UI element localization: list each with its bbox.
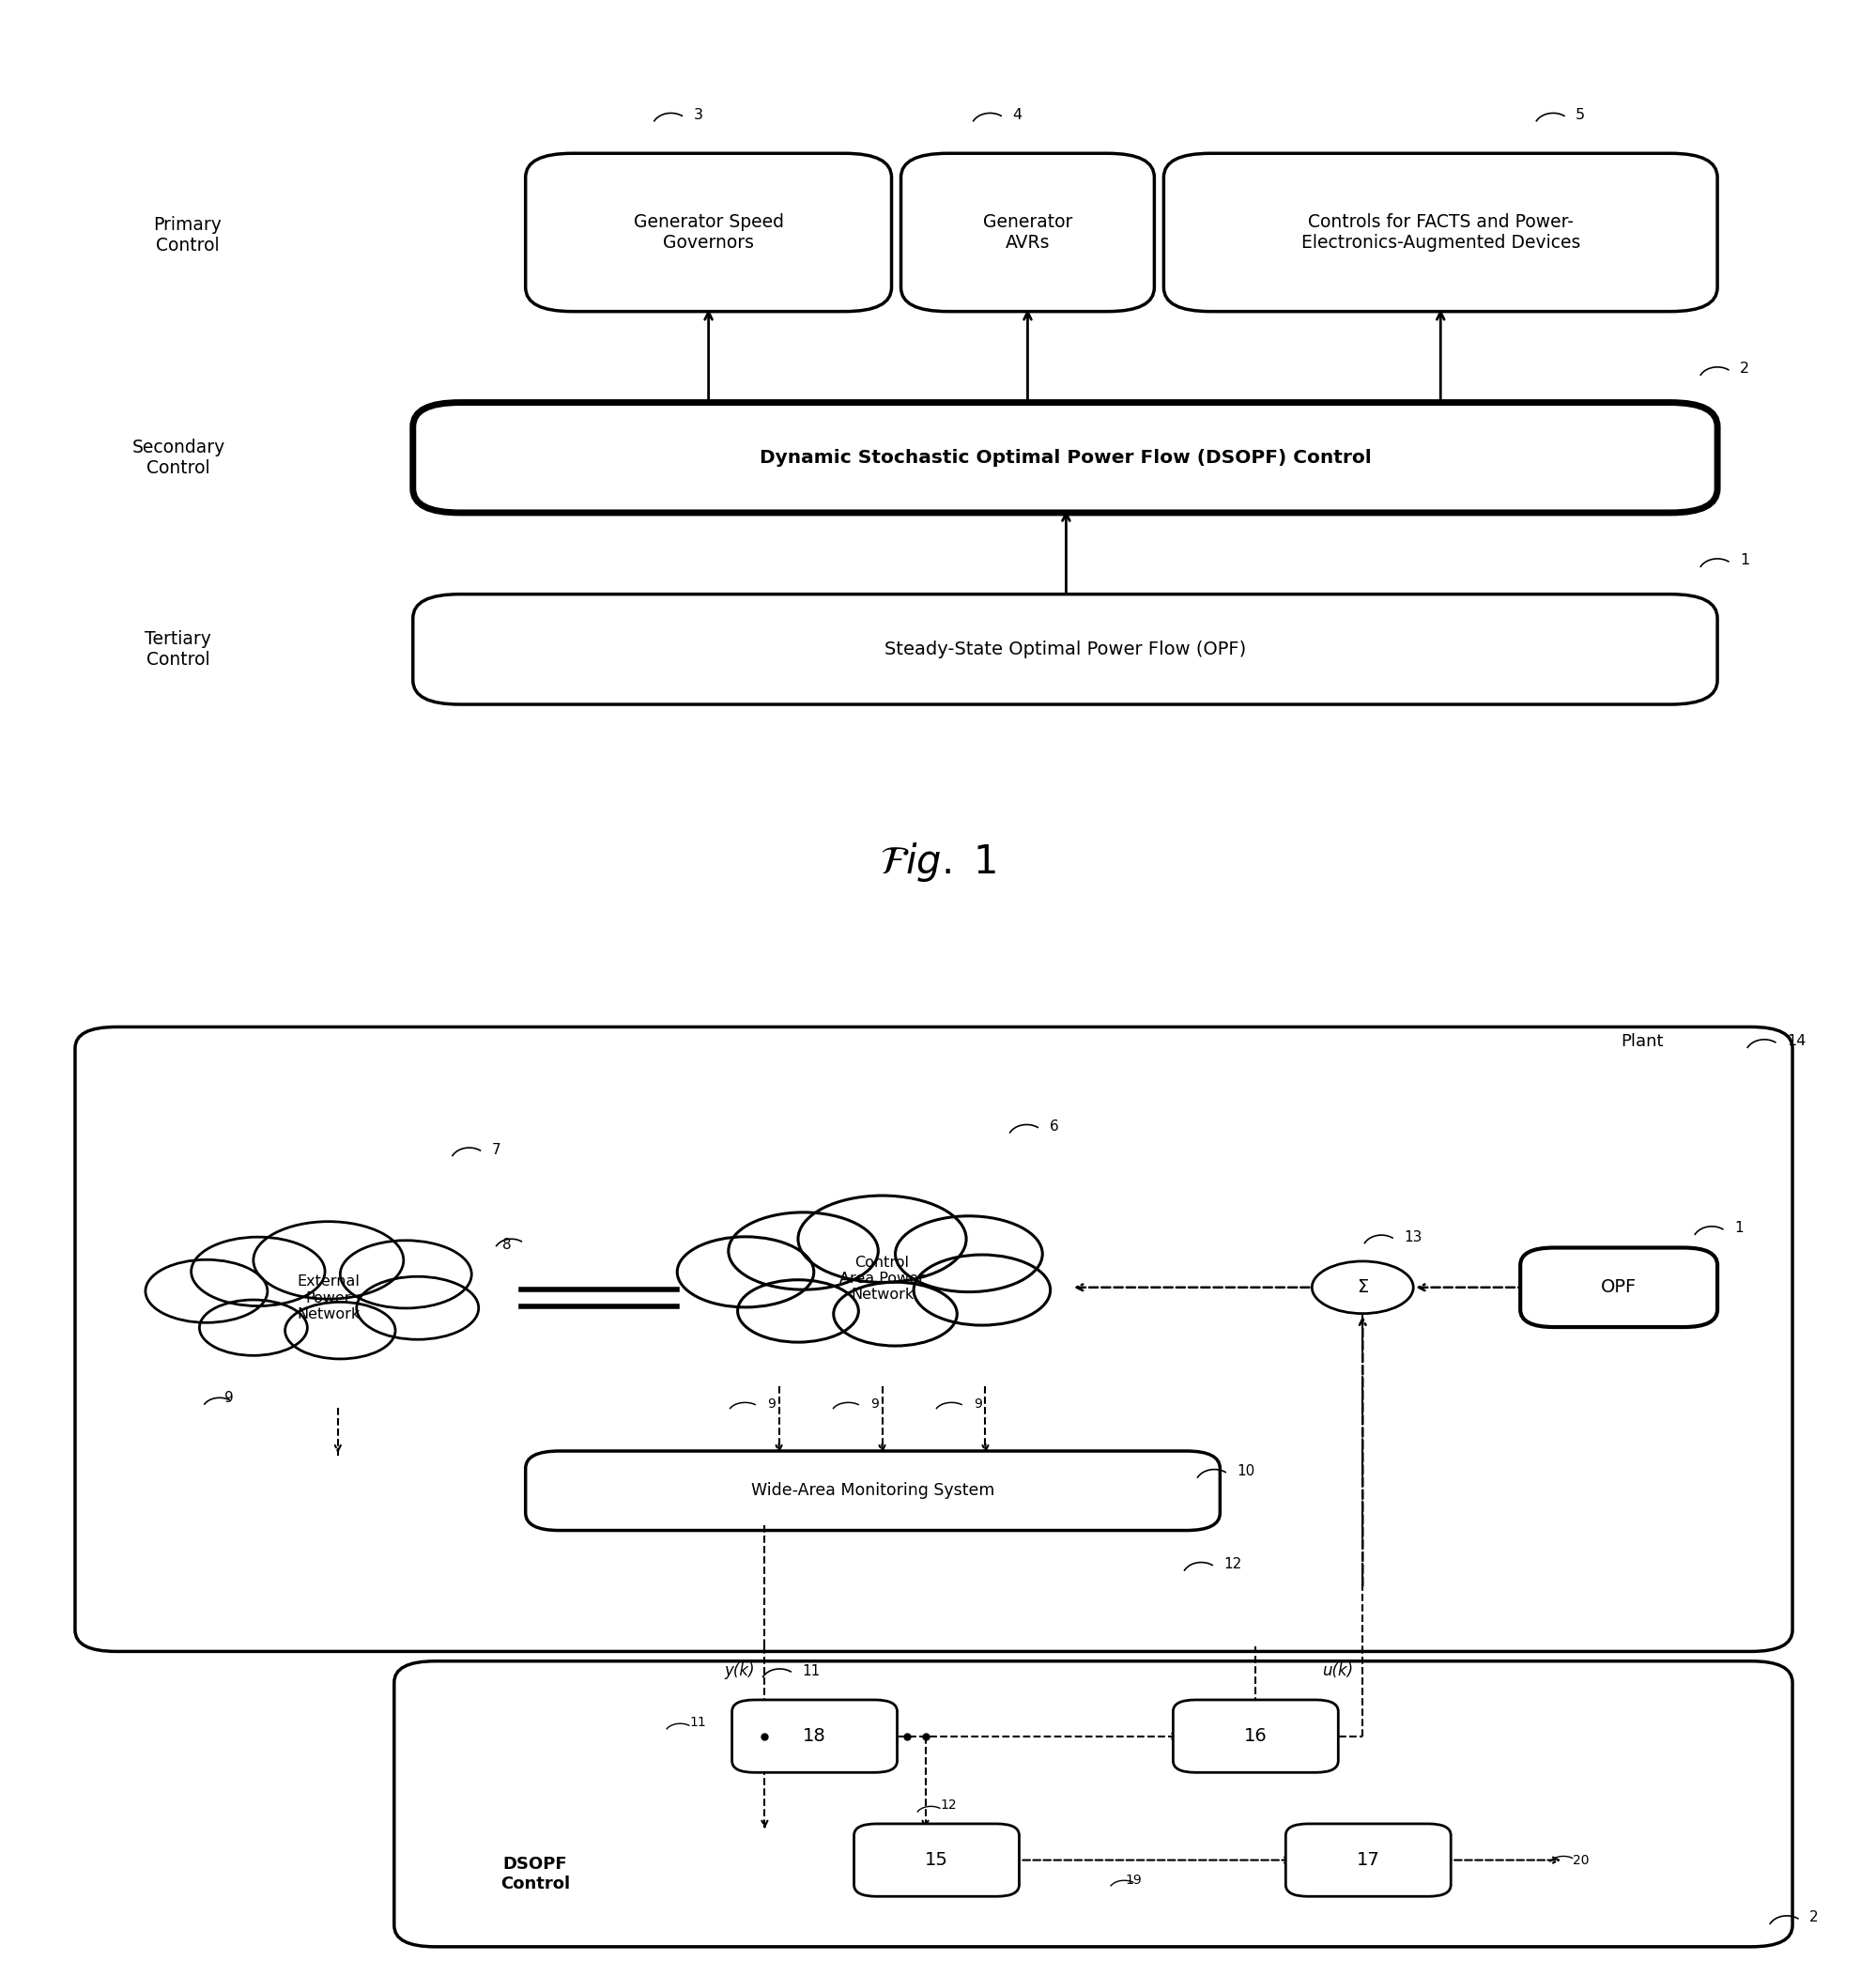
Text: 12: 12 [1223,1557,1242,1571]
Circle shape [248,1219,409,1302]
FancyBboxPatch shape [1285,1824,1450,1897]
Circle shape [722,1209,884,1292]
Text: 1: 1 [1733,1221,1743,1235]
FancyBboxPatch shape [525,1450,1219,1529]
Text: Steady-State Optimal Power Flow (OPF): Steady-State Optimal Power Flow (OPF) [884,640,1246,658]
FancyBboxPatch shape [413,403,1717,512]
Text: Secondary
Control: Secondary Control [131,439,225,478]
Text: 16: 16 [1244,1727,1266,1745]
FancyBboxPatch shape [1163,154,1717,312]
Text: 15: 15 [925,1852,947,1869]
FancyBboxPatch shape [854,1824,1019,1897]
Circle shape [195,1298,311,1358]
Text: 1: 1 [1739,553,1748,567]
Text: 10: 10 [1236,1464,1255,1478]
Text: Generator Speed
Governors: Generator Speed Governors [632,213,784,251]
Text: 5: 5 [1576,109,1585,123]
Text: $\mathcal{F}ig.\ 1$: $\mathcal{F}ig.\ 1$ [880,842,996,883]
Text: y(k): y(k) [724,1662,754,1680]
Text: 8: 8 [503,1237,510,1253]
Circle shape [732,1276,863,1346]
Text: DSOPF
Control: DSOPF Control [499,1855,570,1893]
Text: 9: 9 [767,1397,775,1411]
Circle shape [827,1280,962,1348]
Text: 9: 9 [225,1391,233,1405]
Text: $\Sigma$: $\Sigma$ [1356,1278,1368,1296]
Text: Control
Area Power
Network: Control Area Power Network [839,1255,925,1302]
Text: Controls for FACTS and Power-
Electronics-Augmented Devices: Controls for FACTS and Power- Electronic… [1300,213,1580,251]
Circle shape [281,1300,400,1361]
FancyBboxPatch shape [1172,1699,1338,1772]
Text: External
Power
Network: External Power Network [296,1275,360,1322]
Circle shape [141,1257,272,1326]
Circle shape [908,1253,1056,1328]
Text: 19: 19 [1126,1873,1141,1887]
Circle shape [672,1233,820,1310]
Text: 20: 20 [1572,1853,1589,1867]
Text: Generator
AVRs: Generator AVRs [983,213,1071,251]
FancyBboxPatch shape [732,1699,897,1772]
Circle shape [334,1237,477,1310]
FancyBboxPatch shape [900,154,1154,312]
Text: 2: 2 [1808,1911,1818,1925]
FancyBboxPatch shape [394,1662,1792,1946]
Text: 7: 7 [492,1142,501,1156]
Text: 14: 14 [1786,1033,1805,1049]
Text: Primary
Control: Primary Control [154,215,221,255]
Text: Wide-Area Monitoring System: Wide-Area Monitoring System [750,1482,994,1500]
FancyBboxPatch shape [75,1028,1792,1652]
Circle shape [792,1192,972,1286]
Text: 4: 4 [1013,109,1022,123]
FancyBboxPatch shape [525,154,891,312]
Text: OPF: OPF [1600,1278,1636,1296]
Text: Dynamic Stochastic Optimal Power Flow (DSOPF) Control: Dynamic Stochastic Optimal Power Flow (D… [758,449,1371,466]
Text: 6: 6 [1049,1120,1058,1134]
Text: 9: 9 [974,1397,981,1411]
Circle shape [351,1275,484,1342]
Text: 18: 18 [803,1727,825,1745]
Text: 17: 17 [1356,1852,1379,1869]
Text: 13: 13 [1403,1229,1422,1245]
Text: 12: 12 [940,1798,957,1812]
Text: 9: 9 [870,1397,878,1411]
Text: 11: 11 [801,1664,820,1678]
Text: 2: 2 [1739,362,1748,375]
Circle shape [186,1235,330,1308]
FancyBboxPatch shape [1520,1247,1717,1328]
Text: Plant: Plant [1621,1033,1662,1049]
Text: 11: 11 [688,1715,705,1729]
Text: Tertiary
Control: Tertiary Control [144,630,212,670]
Text: 3: 3 [692,109,704,123]
FancyBboxPatch shape [413,595,1717,703]
Text: u(k): u(k) [1321,1662,1353,1680]
Circle shape [889,1213,1049,1294]
